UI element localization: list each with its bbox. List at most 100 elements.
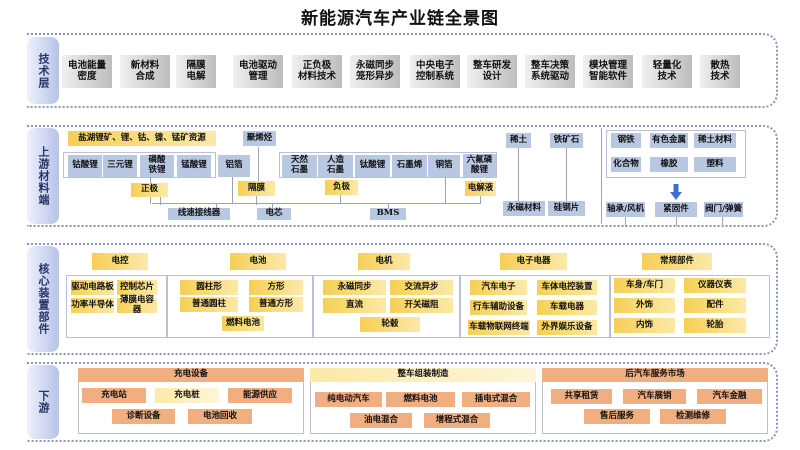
downstream-item: 燃料电池 bbox=[386, 392, 455, 407]
anode-group bbox=[279, 152, 497, 178]
upstream-label-tab: 上游材料端 bbox=[27, 128, 59, 224]
tech-item: 整车研发 设计 bbox=[467, 55, 517, 88]
core-section bbox=[27, 243, 778, 355]
core-label-tab: 核心装置部件 bbox=[27, 246, 59, 352]
connector-line bbox=[258, 147, 259, 182]
core-item: 仪器仪表 bbox=[684, 278, 746, 293]
core-group-title: 电机 bbox=[358, 253, 410, 270]
tech-section bbox=[27, 33, 778, 108]
core-group-title: 常规部件 bbox=[642, 253, 712, 270]
core-group-container bbox=[460, 275, 610, 338]
core-group-container bbox=[66, 275, 167, 338]
downstream-item: 充电站 bbox=[82, 388, 146, 403]
upstream-part: 轴承/风机 bbox=[606, 202, 645, 217]
raw-material: 塑料 bbox=[694, 157, 736, 172]
core-item: 轮胎 bbox=[684, 318, 746, 333]
core-item: 方形 bbox=[249, 280, 303, 295]
downstream-item: 售后服务 bbox=[584, 409, 650, 424]
connector-line bbox=[601, 128, 602, 224]
tech-item: 电池驱动 管理 bbox=[233, 55, 283, 88]
core-item: 控制芯片 bbox=[117, 280, 157, 295]
tech-item: 散热 技术 bbox=[700, 55, 740, 88]
tech-item: 轻量化 技术 bbox=[642, 55, 692, 88]
tech-item: 新材料 合成 bbox=[120, 55, 170, 88]
arrow-down-icon bbox=[670, 184, 682, 200]
core-item: 交流异步 bbox=[390, 280, 453, 295]
core-group-title: 电池 bbox=[230, 253, 286, 270]
tech-item: 整车决策 系统驱动 bbox=[525, 55, 575, 88]
tech-item: 永磁同步 笼形异步 bbox=[350, 55, 400, 88]
downstream-group-title: 后汽车服务市场 bbox=[542, 368, 768, 382]
core-item: 汽车电子 bbox=[470, 280, 527, 295]
core-item: 永磁同步 bbox=[323, 280, 386, 295]
core-item: 车体电控装置 bbox=[537, 280, 597, 295]
anode-material: 人造 石墨 bbox=[318, 155, 353, 177]
downstream-label: 下游 bbox=[37, 390, 50, 414]
tech-label-tab: 技术层 bbox=[27, 37, 59, 104]
core-item: 车载物联网终端 bbox=[468, 320, 530, 335]
upstream-part: 紧固件 bbox=[655, 202, 697, 217]
downstream-group-title: 充电设备 bbox=[78, 368, 304, 382]
tech-item: 中央电子 控制系统 bbox=[410, 55, 460, 88]
downstream-item: 充电桩 bbox=[155, 388, 219, 403]
downstream-item: 纯电动汽车 bbox=[315, 392, 382, 407]
cathode-box: 正极 bbox=[131, 183, 168, 197]
anode-material: 铜箔 bbox=[428, 155, 460, 177]
cathode-material: 钴酸锂 bbox=[68, 155, 102, 177]
connector-line bbox=[445, 177, 446, 203]
connector-line bbox=[160, 196, 161, 205]
connector-line bbox=[256, 196, 257, 205]
raw-material: 钢铁 bbox=[611, 133, 641, 148]
core-item: 配件 bbox=[684, 298, 746, 313]
raw-material: 化合物 bbox=[611, 157, 641, 172]
connector-line bbox=[152, 203, 480, 204]
core-group-container bbox=[610, 275, 770, 338]
upstream-part: 阀门/弹簧 bbox=[704, 202, 743, 217]
raw-material: 稀土材料 bbox=[694, 133, 736, 148]
raw-materials-group bbox=[606, 130, 746, 178]
page-title: 新能源汽车产业链全景图 bbox=[301, 9, 499, 29]
upstream-section bbox=[27, 125, 778, 227]
connector-line bbox=[216, 203, 217, 209]
downstream-item: 增程式混合 bbox=[424, 413, 490, 428]
core-group-title: 电子电器 bbox=[500, 253, 567, 270]
core-group-container bbox=[313, 275, 460, 338]
electrolyte-box: 电解液 bbox=[465, 181, 496, 196]
upstream-bottom-item: 线速接线器 bbox=[168, 208, 230, 220]
connector-line bbox=[625, 216, 626, 226]
connector-line bbox=[722, 216, 723, 226]
downstream-item: 检测维修 bbox=[660, 409, 726, 424]
downstream-group-title: 整车组装制造 bbox=[310, 368, 536, 382]
connector-line bbox=[518, 148, 519, 202]
lipf6-box: 六氟磷 酸锂 bbox=[463, 154, 496, 177]
core-item: 普通圆柱 bbox=[180, 297, 238, 312]
tech-item: 正负极 材料技术 bbox=[292, 55, 342, 88]
cathode-material: 三元锂 bbox=[103, 155, 137, 177]
downstream-label-tab: 下游 bbox=[27, 365, 59, 439]
core-item: 行车辅助设备 bbox=[470, 300, 527, 315]
core-item: 直流 bbox=[323, 298, 386, 313]
anode-box: 负极 bbox=[325, 180, 358, 195]
connector-line bbox=[340, 195, 341, 204]
core-item: 普通方形 bbox=[249, 297, 303, 312]
core-item: 开关磁阻 bbox=[390, 298, 453, 313]
core-item: 圆柱形 bbox=[180, 280, 238, 295]
raw-material: 橡胶 bbox=[650, 157, 688, 172]
anode-material: 钛酸锂 bbox=[355, 155, 390, 177]
anode-material: 石墨烯 bbox=[392, 155, 427, 177]
upstream-label: 上游材料端 bbox=[37, 146, 50, 206]
core-item: 车载电器 bbox=[537, 300, 597, 315]
connector-line bbox=[676, 216, 677, 226]
core-item: 燃料电池 bbox=[222, 316, 264, 331]
tech-label: 技术层 bbox=[37, 52, 50, 89]
core-label: 核心装置部件 bbox=[37, 263, 50, 335]
cathode-material: 锰酸锂 bbox=[177, 155, 211, 177]
tech-item: 电池能量 密度 bbox=[62, 55, 112, 88]
core-group-container bbox=[167, 275, 313, 338]
connector-line bbox=[388, 203, 389, 209]
core-item: 薄膜电容器 bbox=[117, 295, 157, 314]
downstream-section bbox=[27, 362, 778, 442]
core-item: 功率半导体 bbox=[71, 298, 114, 313]
iron-ore-box: 铁矿石 bbox=[550, 133, 583, 148]
tech-item: 模块管理 智能软件 bbox=[583, 55, 633, 88]
